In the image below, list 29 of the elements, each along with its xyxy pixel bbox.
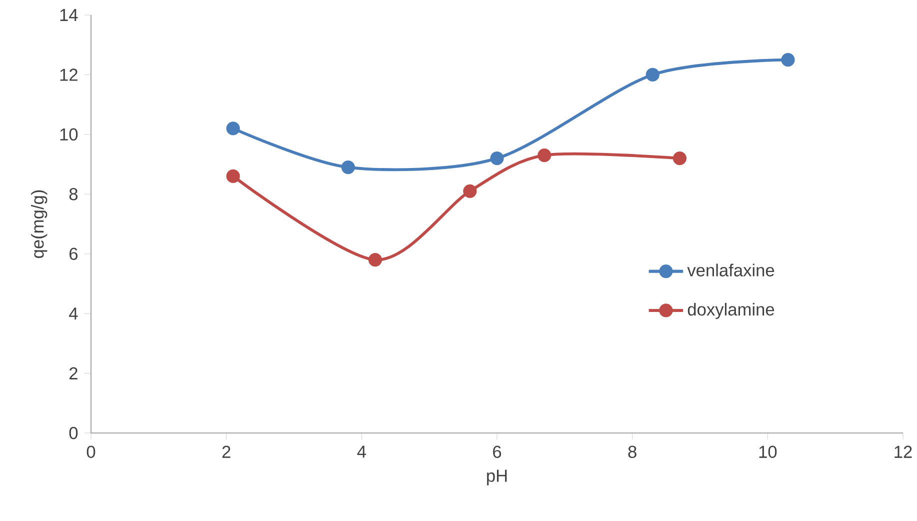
point: [226, 169, 240, 184]
x-axis-title: pH: [487, 470, 507, 486]
y-tick-label: 4: [69, 308, 78, 320]
x-tick-label: 10: [759, 446, 777, 458]
point: [226, 122, 240, 136]
y-tick-label: 12: [60, 68, 78, 81]
x-tick-label: 12: [894, 446, 912, 458]
point: [463, 184, 477, 198]
y-tick-label: 2: [70, 367, 78, 380]
y-tick-label: 10: [60, 128, 78, 141]
y-tick-label: 8: [69, 188, 78, 200]
point: [672, 152, 687, 166]
x-tick-label: 2: [222, 446, 230, 458]
point: [538, 148, 552, 162]
point: [368, 253, 382, 267]
point: [490, 152, 504, 166]
legend-label: doxylamine: [688, 302, 774, 320]
y-tick-label: 6: [70, 248, 78, 260]
x-tick-label: 6: [493, 446, 502, 458]
point: [781, 52, 795, 67]
x-tick-label: 8: [628, 446, 636, 458]
y-tick-label: 0: [69, 426, 78, 440]
legend-label: venlafaxine: [687, 264, 774, 276]
y-axis-title: qe(mg/g): [31, 190, 48, 258]
x-tick-label: 4: [357, 446, 366, 458]
point: [341, 160, 355, 174]
y-tick-label: 14: [60, 9, 78, 21]
x-tick-label: 0: [86, 446, 96, 458]
point: [646, 68, 660, 82]
